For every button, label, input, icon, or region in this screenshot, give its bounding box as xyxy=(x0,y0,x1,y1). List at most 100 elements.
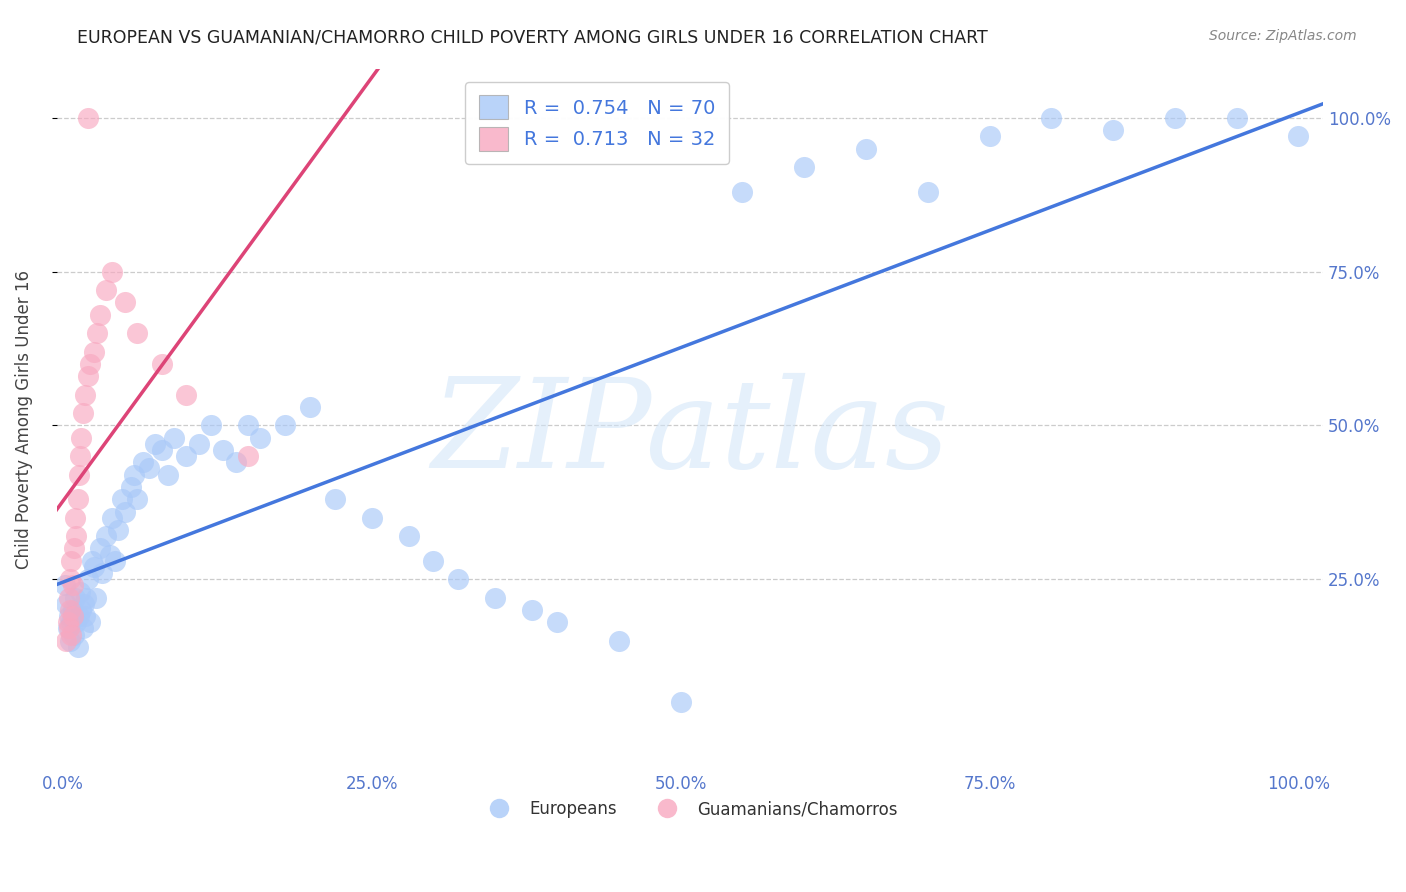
Point xyxy=(55,597,77,611)
Point xyxy=(63,541,86,556)
Point xyxy=(200,418,222,433)
Point xyxy=(104,554,127,568)
Point xyxy=(1040,111,1063,125)
Point xyxy=(82,554,104,568)
Point xyxy=(101,264,124,278)
Point xyxy=(236,449,259,463)
Point xyxy=(274,418,297,433)
Point xyxy=(58,591,80,605)
Point xyxy=(422,554,444,568)
Point xyxy=(59,603,82,617)
Point xyxy=(98,548,121,562)
Point xyxy=(522,603,544,617)
Point xyxy=(62,609,84,624)
Point xyxy=(56,615,79,630)
Point xyxy=(176,387,198,401)
Point xyxy=(55,633,77,648)
Point xyxy=(156,467,179,482)
Point xyxy=(120,480,142,494)
Point xyxy=(138,461,160,475)
Point xyxy=(70,603,93,617)
Point xyxy=(107,523,129,537)
Point xyxy=(63,627,86,641)
Point xyxy=(63,510,86,524)
Point xyxy=(76,369,98,384)
Point xyxy=(163,431,186,445)
Point xyxy=(125,492,148,507)
Point xyxy=(94,283,117,297)
Point xyxy=(124,467,146,482)
Point xyxy=(669,695,692,709)
Point xyxy=(1164,111,1187,125)
Point xyxy=(58,622,80,636)
Point xyxy=(73,597,96,611)
Point xyxy=(76,111,98,125)
Point xyxy=(84,591,107,605)
Point xyxy=(86,326,108,340)
Point xyxy=(89,308,111,322)
Point xyxy=(67,467,90,482)
Point xyxy=(94,529,117,543)
Point xyxy=(83,560,105,574)
Point xyxy=(72,622,94,636)
Legend: Europeans, Guamanians/Chamorros: Europeans, Guamanians/Chamorros xyxy=(475,794,904,825)
Point xyxy=(73,609,96,624)
Point xyxy=(917,185,939,199)
Point xyxy=(150,357,173,371)
Point xyxy=(145,437,167,451)
Point xyxy=(60,627,83,641)
Point xyxy=(59,572,82,586)
Point xyxy=(56,622,79,636)
Point xyxy=(323,492,346,507)
Point xyxy=(67,609,90,624)
Point xyxy=(69,449,91,463)
Point xyxy=(249,431,271,445)
Point xyxy=(58,609,80,624)
Point xyxy=(236,418,259,433)
Point xyxy=(607,633,630,648)
Point xyxy=(76,572,98,586)
Point xyxy=(63,591,86,605)
Point xyxy=(176,449,198,463)
Point xyxy=(59,633,82,648)
Point xyxy=(60,554,83,568)
Point xyxy=(979,129,1001,144)
Point xyxy=(546,615,568,630)
Point xyxy=(91,566,114,580)
Point xyxy=(114,504,136,518)
Text: Source: ZipAtlas.com: Source: ZipAtlas.com xyxy=(1209,29,1357,43)
Point xyxy=(855,141,877,155)
Y-axis label: Child Poverty Among Girls Under 16: Child Poverty Among Girls Under 16 xyxy=(15,269,32,569)
Point xyxy=(1286,129,1309,144)
Point xyxy=(447,572,470,586)
Point xyxy=(114,295,136,310)
Point xyxy=(360,510,382,524)
Text: EUROPEAN VS GUAMANIAN/CHAMORRO CHILD POVERTY AMONG GIRLS UNDER 16 CORRELATION CH: EUROPEAN VS GUAMANIAN/CHAMORRO CHILD POV… xyxy=(77,29,988,46)
Point xyxy=(66,492,89,507)
Point xyxy=(66,640,89,654)
Point xyxy=(75,591,97,605)
Point xyxy=(731,185,754,199)
Point xyxy=(1226,111,1249,125)
Point xyxy=(83,344,105,359)
Point xyxy=(484,591,506,605)
Point xyxy=(65,615,87,630)
Point xyxy=(72,406,94,420)
Point xyxy=(187,437,209,451)
Point xyxy=(60,615,83,630)
Point xyxy=(150,443,173,458)
Point xyxy=(79,615,101,630)
Point xyxy=(62,578,84,592)
Point xyxy=(298,400,321,414)
Point xyxy=(101,510,124,524)
Point xyxy=(73,387,96,401)
Point xyxy=(53,578,76,592)
Point xyxy=(62,603,84,617)
Point xyxy=(111,492,134,507)
Point xyxy=(212,443,235,458)
Point xyxy=(89,541,111,556)
Point xyxy=(793,160,815,174)
Point xyxy=(1102,123,1125,137)
Point xyxy=(69,584,91,599)
Point xyxy=(70,431,93,445)
